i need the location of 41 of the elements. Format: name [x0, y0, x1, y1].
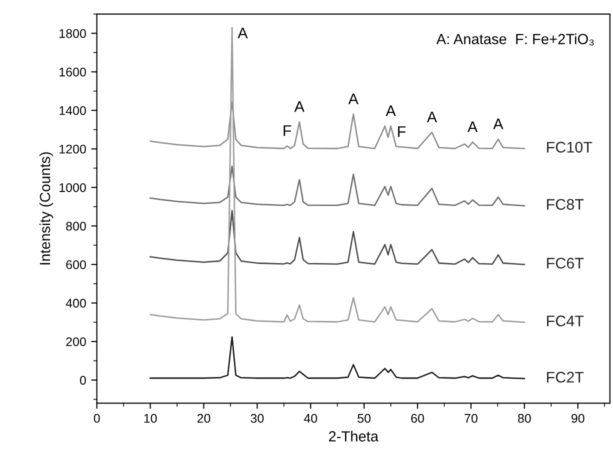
annotation: A	[238, 28, 248, 38]
annotation: A	[294, 101, 304, 112]
x-tick-label: 90	[572, 414, 584, 423]
x-tick-label: 10	[144, 414, 157, 423]
x-tick-label: 0	[94, 414, 100, 423]
x-tick-label: 40	[304, 414, 318, 423]
series-label: FC2T	[547, 372, 584, 383]
annotation: A: Anatase F: Fe+2TiO₃	[436, 34, 594, 46]
annotation: A	[493, 118, 504, 130]
annotation: F	[398, 126, 406, 137]
y-tick-label: 1000	[60, 183, 86, 192]
annotation: A	[386, 106, 396, 116]
x-tick-label: 80	[518, 414, 531, 423]
series-label: FC10T	[547, 142, 592, 153]
y-tick-label: 400	[66, 298, 86, 308]
x-tick-label: 50	[358, 414, 371, 423]
annotation: F	[284, 125, 292, 136]
x-tick-label: 60	[411, 414, 424, 423]
y-tick-label: 1600	[60, 68, 86, 76]
line-series	[150, 26, 526, 323]
y-tick-label: 600	[66, 260, 86, 270]
x-tick-label: 30	[250, 414, 264, 423]
line-series	[150, 336, 526, 380]
series-label: FC6T	[547, 258, 584, 269]
x-tick-label: 20	[197, 414, 210, 423]
y-tick-label: 0	[80, 376, 86, 385]
line-series	[150, 166, 526, 206]
y-tick-label: 1400	[60, 106, 86, 116]
x-axis-title: 2-Theta	[329, 430, 379, 442]
y-axis-title: Intensity (Counts)	[39, 152, 54, 264]
y-tick-label: 1200	[60, 144, 86, 154]
series-label: FC4T	[547, 316, 584, 326]
y-tick-label: 1800	[60, 29, 86, 38]
x-tick-label: 70	[464, 414, 478, 423]
annotation: A	[468, 122, 478, 132]
y-tick-label: 200	[66, 337, 86, 346]
annotation: A	[426, 112, 438, 122]
series-label: FC8T	[547, 199, 584, 210]
y-tick-label: 800	[66, 222, 86, 231]
annotation: A	[348, 94, 358, 104]
line-series	[150, 210, 526, 266]
